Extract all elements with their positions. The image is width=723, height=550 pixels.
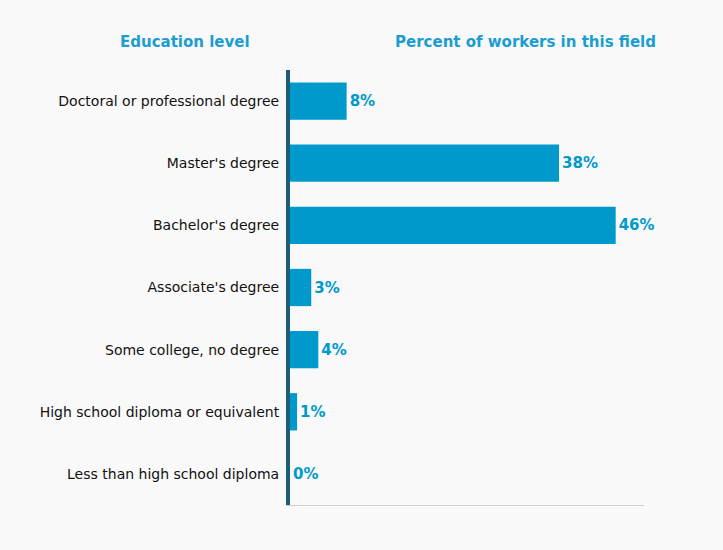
svg-text:Doctoral or professional degre: Doctoral or professional degree xyxy=(58,93,279,109)
svg-text:46%: 46% xyxy=(619,216,655,234)
svg-text:Percent of workers in this fie: Percent of workers in this field xyxy=(395,33,656,51)
svg-text:38%: 38% xyxy=(562,154,598,172)
svg-text:Associate's degree: Associate's degree xyxy=(148,279,280,295)
svg-text:Less than high school diploma: Less than high school diploma xyxy=(67,466,279,482)
svg-text:3%: 3% xyxy=(314,279,339,297)
svg-text:8%: 8% xyxy=(350,92,375,110)
svg-text:High school diploma or equival: High school diploma or equivalent xyxy=(40,404,280,420)
svg-text:Bachelor's degree: Bachelor's degree xyxy=(153,217,279,233)
svg-text:1%: 1% xyxy=(300,403,325,421)
svg-text:4%: 4% xyxy=(321,341,346,359)
svg-text:Master's degree: Master's degree xyxy=(167,155,279,171)
svg-text:Education level: Education level xyxy=(120,33,250,51)
svg-text:Some college, no degree: Some college, no degree xyxy=(105,342,279,358)
svg-text:0%: 0% xyxy=(293,465,318,483)
